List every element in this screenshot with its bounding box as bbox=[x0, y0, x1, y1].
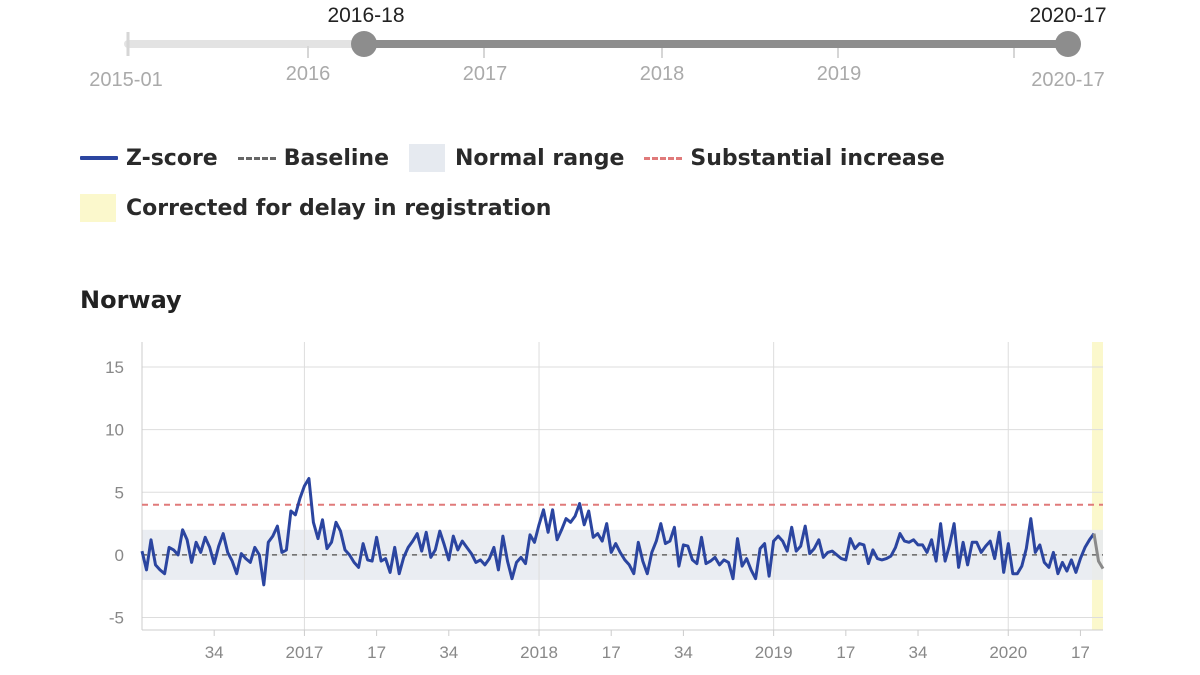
zscore-corrected-line bbox=[1092, 533, 1105, 570]
slider-year-label: 2019 bbox=[817, 63, 862, 85]
x-tick-label: 17 bbox=[836, 643, 855, 662]
x-tick-label: 17 bbox=[1071, 643, 1090, 662]
date-range-slider: 2016-18 2020-17 2015-01 2016 2017 2018 2… bbox=[89, 4, 1106, 91]
slider-min-label: 2015-01 bbox=[89, 69, 162, 91]
y-tick-label: -5 bbox=[109, 608, 124, 627]
chart-title: Norway bbox=[80, 286, 182, 314]
corrected-swatch bbox=[80, 194, 116, 222]
x-tick-label: 34 bbox=[205, 643, 224, 662]
legend-label-corrected: Corrected for delay in registration bbox=[126, 195, 552, 221]
slider-end-value: 2020-17 bbox=[1029, 4, 1106, 27]
legend-label-normal-range: Normal range bbox=[455, 145, 625, 171]
x-tick-label: 2020 bbox=[989, 643, 1027, 662]
slider-track-group bbox=[124, 31, 1081, 58]
slider-year-label: 2016 bbox=[286, 63, 331, 85]
zscore-swatch bbox=[80, 156, 118, 160]
x-tick-label: 34 bbox=[439, 643, 458, 662]
legend-row-2: Corrected for delay in registration bbox=[80, 194, 571, 222]
y-tick-label: 10 bbox=[105, 421, 124, 440]
slider-year-label: 2017 bbox=[463, 63, 508, 85]
legend-label-substantial-increase: Substantial increase bbox=[690, 145, 945, 171]
zscore-chart: 15 10 5 0 -5 34 2017 17 34 2018 17 34 2019 17 34 2020 17 bbox=[105, 342, 1105, 662]
slider-start-value: 2016-18 bbox=[327, 4, 404, 27]
y-tick-label: 5 bbox=[115, 483, 124, 502]
substantial-increase-swatch bbox=[644, 156, 683, 160]
y-tick-label: 15 bbox=[105, 358, 124, 377]
legend-row-1: Z-score Baseline Normal range Substantia… bbox=[80, 144, 965, 172]
zscore-series-line bbox=[140, 477, 1096, 587]
slider-end-handle[interactable] bbox=[1055, 31, 1081, 57]
x-tick-label: 2017 bbox=[286, 643, 324, 662]
normal-range-swatch bbox=[409, 144, 446, 172]
slider-max-label: 2020-17 bbox=[1031, 69, 1104, 91]
slider-start-handle[interactable] bbox=[351, 31, 377, 57]
x-tick-label: 17 bbox=[602, 643, 621, 662]
legend-item-corrected[interactable]: Corrected for delay in registration bbox=[80, 194, 551, 222]
legend-item-zscore[interactable]: Z-score bbox=[80, 146, 218, 171]
x-tick-label: 2019 bbox=[755, 643, 793, 662]
legend-item-normal-range[interactable]: Normal range bbox=[409, 144, 624, 172]
legend-label-zscore: Z-score bbox=[126, 145, 218, 171]
slider-year-label: 2018 bbox=[640, 63, 685, 85]
legend-item-substantial-increase[interactable]: Substantial increase bbox=[644, 145, 945, 171]
x-tick-label: 2018 bbox=[520, 643, 558, 662]
x-tick-label: 17 bbox=[367, 643, 386, 662]
baseline-swatch bbox=[237, 156, 276, 160]
legend-label-baseline: Baseline bbox=[283, 145, 390, 171]
x-tick-label: 34 bbox=[674, 643, 693, 662]
legend-item-baseline[interactable]: Baseline bbox=[237, 145, 390, 171]
y-tick-label: 0 bbox=[115, 546, 124, 565]
x-tick-label: 34 bbox=[909, 643, 928, 662]
corrected-region bbox=[1091, 342, 1103, 630]
